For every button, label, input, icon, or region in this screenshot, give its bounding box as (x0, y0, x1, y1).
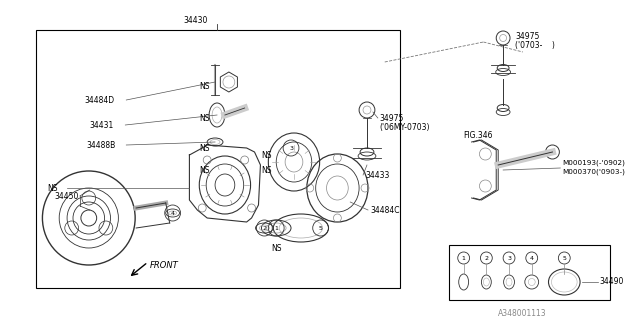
Text: M000193(-'0902): M000193(-'0902) (563, 160, 625, 166)
Text: NS: NS (199, 143, 210, 153)
Text: NS: NS (199, 114, 210, 123)
Text: M000370('0903-): M000370('0903-) (563, 169, 625, 175)
Text: 34484C: 34484C (370, 205, 399, 214)
Text: 34488B: 34488B (87, 140, 116, 149)
Text: 3: 3 (507, 255, 511, 260)
Text: NS: NS (199, 82, 210, 91)
Text: 3: 3 (289, 146, 293, 150)
Text: NS: NS (199, 165, 210, 174)
Bar (35, 30, 399, 288)
Text: NS: NS (47, 183, 58, 193)
Text: 4: 4 (530, 255, 534, 260)
Text: 34450: 34450 (54, 191, 79, 201)
Text: FRONT: FRONT (150, 260, 179, 269)
Text: 34490: 34490 (600, 277, 624, 286)
Text: ('06MY-0703): ('06MY-0703) (380, 123, 430, 132)
Text: A348001113: A348001113 (498, 309, 547, 318)
Text: 5: 5 (319, 226, 323, 230)
Bar (449, 245, 610, 300)
Text: NS: NS (261, 165, 272, 174)
Text: 34484D: 34484D (85, 95, 115, 105)
Text: 5: 5 (563, 255, 566, 260)
Text: 1: 1 (275, 226, 278, 230)
Text: NS: NS (271, 244, 282, 252)
Text: 34431: 34431 (90, 121, 114, 130)
Text: 34433: 34433 (365, 171, 389, 180)
Text: 2: 2 (484, 255, 488, 260)
Text: 34430: 34430 (184, 15, 208, 25)
Text: NS: NS (261, 150, 272, 159)
Text: 34975: 34975 (380, 114, 404, 123)
Text: 1: 1 (461, 255, 466, 260)
Text: 34975: 34975 (515, 31, 540, 41)
Text: ('0703-    ): ('0703- ) (515, 41, 555, 50)
Text: FIG.346: FIG.346 (463, 131, 493, 140)
Text: 2: 2 (262, 226, 266, 230)
Text: 4: 4 (171, 211, 175, 215)
